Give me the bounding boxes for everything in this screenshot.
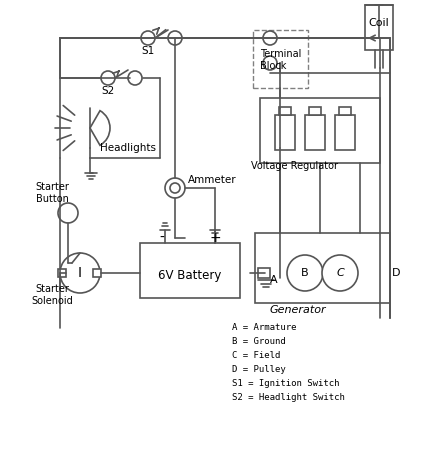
Text: Terminal
Block: Terminal Block xyxy=(260,49,301,71)
Bar xyxy=(339,107,351,115)
Text: S2: S2 xyxy=(102,86,115,96)
Bar xyxy=(258,268,270,278)
Text: C = Field: C = Field xyxy=(232,351,280,360)
Bar xyxy=(309,107,321,115)
Bar xyxy=(93,269,101,277)
Bar xyxy=(140,243,240,298)
Text: S2 = Headlight Switch: S2 = Headlight Switch xyxy=(232,393,345,403)
Bar xyxy=(365,5,393,50)
Circle shape xyxy=(322,255,358,291)
Text: Starter
Button: Starter Button xyxy=(35,182,69,204)
Bar xyxy=(58,269,66,277)
Text: I: I xyxy=(78,266,82,280)
Bar xyxy=(255,233,390,303)
Circle shape xyxy=(141,31,155,45)
Text: Starter
Solenoid: Starter Solenoid xyxy=(31,284,73,306)
Text: Ammeter: Ammeter xyxy=(188,175,237,185)
Text: D = Pulley: D = Pulley xyxy=(232,365,286,375)
Circle shape xyxy=(60,253,100,293)
Bar xyxy=(275,115,295,150)
Circle shape xyxy=(287,255,323,291)
Text: Voltage Regulator: Voltage Regulator xyxy=(252,161,338,171)
Circle shape xyxy=(101,71,115,85)
Circle shape xyxy=(168,31,182,45)
Circle shape xyxy=(128,71,142,85)
Bar xyxy=(305,115,325,150)
Bar xyxy=(279,107,291,115)
Text: Generator: Generator xyxy=(270,305,327,315)
Text: A = Armature: A = Armature xyxy=(232,323,297,333)
Text: B: B xyxy=(301,268,309,278)
Text: B = Ground: B = Ground xyxy=(232,338,286,347)
Text: Coil: Coil xyxy=(368,18,389,28)
Circle shape xyxy=(263,56,277,70)
Circle shape xyxy=(165,178,185,198)
Circle shape xyxy=(58,203,78,223)
Circle shape xyxy=(170,183,180,193)
Bar xyxy=(260,98,380,163)
Text: S1 = Ignition Switch: S1 = Ignition Switch xyxy=(232,380,340,388)
Text: C: C xyxy=(336,268,344,278)
Circle shape xyxy=(263,31,277,45)
Text: 6V Battery: 6V Battery xyxy=(158,269,222,283)
Text: S1: S1 xyxy=(142,46,155,56)
Bar xyxy=(335,115,355,150)
Text: +: + xyxy=(209,231,221,245)
Text: D: D xyxy=(392,268,400,278)
Text: -: - xyxy=(159,231,164,245)
Text: A: A xyxy=(270,275,278,285)
Text: Headlights: Headlights xyxy=(100,143,156,153)
Wedge shape xyxy=(90,111,110,145)
